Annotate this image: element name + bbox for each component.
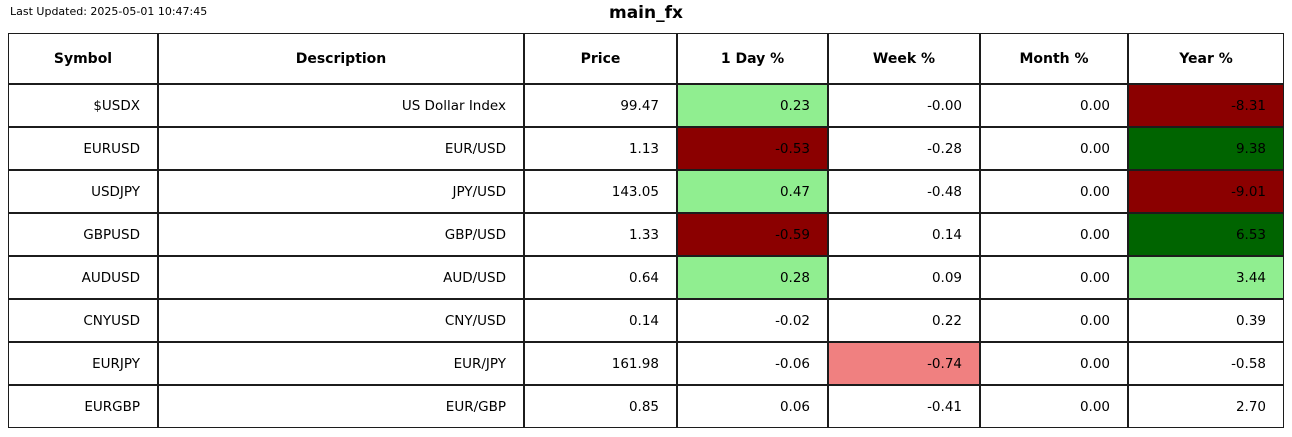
cell-year: -0.58 (1128, 342, 1284, 385)
cell-1day: 0.23 (677, 84, 828, 127)
cell-month: 0.00 (980, 170, 1128, 213)
column-header-price: Price (524, 33, 677, 84)
cell-year: 6.53 (1128, 213, 1284, 256)
table-row: USDJPY JPY/USD 143.05 0.47 -0.48 0.00 -9.01 (8, 170, 1284, 213)
cell-1day: -0.59 (677, 213, 828, 256)
cell-description: EUR/JPY (158, 342, 524, 385)
cell-year: -9.01 (1128, 170, 1284, 213)
cell-month: 0.00 (980, 385, 1128, 428)
cell-1day: -0.02 (677, 299, 828, 342)
cell-price: 1.13 (524, 127, 677, 170)
cell-week: 0.09 (828, 256, 980, 299)
cell-symbol: USDJPY (8, 170, 158, 213)
cell-description: GBP/USD (158, 213, 524, 256)
cell-1day: 0.28 (677, 256, 828, 299)
cell-year: -8.31 (1128, 84, 1284, 127)
cell-month: 0.00 (980, 213, 1128, 256)
cell-description: EUR/USD (158, 127, 524, 170)
cell-symbol: EURUSD (8, 127, 158, 170)
cell-month: 0.00 (980, 342, 1128, 385)
fx-quotes-table: Symbol Description Price 1 Day % Week % … (8, 33, 1284, 428)
cell-week: -0.48 (828, 170, 980, 213)
table-row: CNYUSD CNY/USD 0.14 -0.02 0.22 0.00 0.39 (8, 299, 1284, 342)
column-header-symbol: Symbol (8, 33, 158, 84)
cell-symbol: EURJPY (8, 342, 158, 385)
last-updated-text: Last Updated: 2025-05-01 10:47:45 (10, 5, 208, 18)
cell-price: 0.85 (524, 385, 677, 428)
column-header-week: Week % (828, 33, 980, 84)
cell-price: 161.98 (524, 342, 677, 385)
cell-week: -0.74 (828, 342, 980, 385)
column-header-1day: 1 Day % (677, 33, 828, 84)
cell-price: 99.47 (524, 84, 677, 127)
cell-week: -0.28 (828, 127, 980, 170)
cell-month: 0.00 (980, 256, 1128, 299)
table-row: GBPUSD GBP/USD 1.33 -0.59 0.14 0.00 6.53 (8, 213, 1284, 256)
cell-description: AUD/USD (158, 256, 524, 299)
cell-week: 0.22 (828, 299, 980, 342)
cell-1day: -0.53 (677, 127, 828, 170)
cell-price: 143.05 (524, 170, 677, 213)
cell-month: 0.00 (980, 84, 1128, 127)
cell-month: 0.00 (980, 127, 1128, 170)
table-row: AUDUSD AUD/USD 0.64 0.28 0.09 0.00 3.44 (8, 256, 1284, 299)
table-header-row: Symbol Description Price 1 Day % Week % … (8, 33, 1284, 84)
column-header-description: Description (158, 33, 524, 84)
cell-description: JPY/USD (158, 170, 524, 213)
column-header-year: Year % (1128, 33, 1284, 84)
table-row: EURJPY EUR/JPY 161.98 -0.06 -0.74 0.00 -0.58 (8, 342, 1284, 385)
cell-1day: 0.06 (677, 385, 828, 428)
cell-year: 3.44 (1128, 256, 1284, 299)
cell-month: 0.00 (980, 299, 1128, 342)
cell-week: -0.41 (828, 385, 980, 428)
cell-price: 0.14 (524, 299, 677, 342)
cell-symbol: GBPUSD (8, 213, 158, 256)
cell-symbol: AUDUSD (8, 256, 158, 299)
table-row: EURGBP EUR/GBP 0.85 0.06 -0.41 0.00 2.70 (8, 385, 1284, 428)
cell-symbol: EURGBP (8, 385, 158, 428)
table-row: $USDX US Dollar Index 99.47 0.23 -0.00 0.00 -8… (8, 84, 1284, 127)
cell-year: 9.38 (1128, 127, 1284, 170)
cell-description: EUR/GBP (158, 385, 524, 428)
cell-1day: 0.47 (677, 170, 828, 213)
column-header-month: Month % (980, 33, 1128, 84)
cell-price: 1.33 (524, 213, 677, 256)
cell-price: 0.64 (524, 256, 677, 299)
cell-symbol: $USDX (8, 84, 158, 127)
cell-year: 2.70 (1128, 385, 1284, 428)
cell-week: -0.00 (828, 84, 980, 127)
cell-year: 0.39 (1128, 299, 1284, 342)
cell-week: 0.14 (828, 213, 980, 256)
cell-1day: -0.06 (677, 342, 828, 385)
cell-symbol: CNYUSD (8, 299, 158, 342)
cell-description: US Dollar Index (158, 84, 524, 127)
cell-description: CNY/USD (158, 299, 524, 342)
table-row: EURUSD EUR/USD 1.13 -0.53 -0.28 0.00 9.38 (8, 127, 1284, 170)
table-body: $USDX US Dollar Index 99.47 0.23 -0.00 0.00 -8… (8, 84, 1284, 428)
page-title: main_fx (609, 3, 683, 23)
